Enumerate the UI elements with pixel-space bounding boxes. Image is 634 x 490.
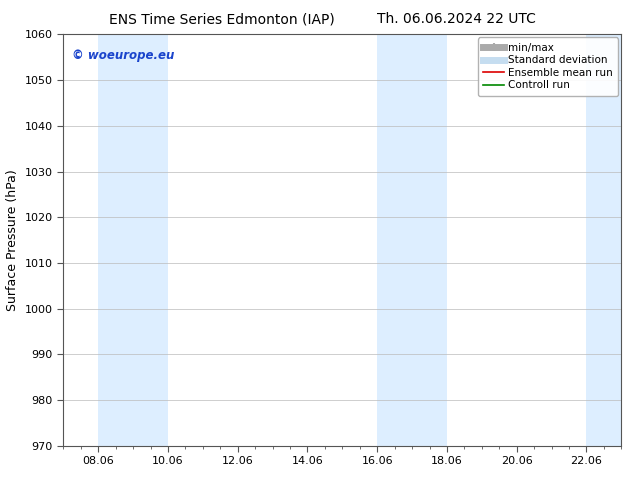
Bar — [377, 34, 447, 446]
Bar — [586, 34, 621, 446]
Y-axis label: Surface Pressure (hPa): Surface Pressure (hPa) — [6, 169, 19, 311]
Bar — [98, 34, 168, 446]
Text: Th. 06.06.2024 22 UTC: Th. 06.06.2024 22 UTC — [377, 12, 536, 26]
Text: © woeurope.eu: © woeurope.eu — [72, 49, 174, 62]
Legend: min/max, Standard deviation, Ensemble mean run, Controll run: min/max, Standard deviation, Ensemble me… — [478, 37, 618, 96]
Text: ENS Time Series Edmonton (IAP): ENS Time Series Edmonton (IAP) — [109, 12, 335, 26]
